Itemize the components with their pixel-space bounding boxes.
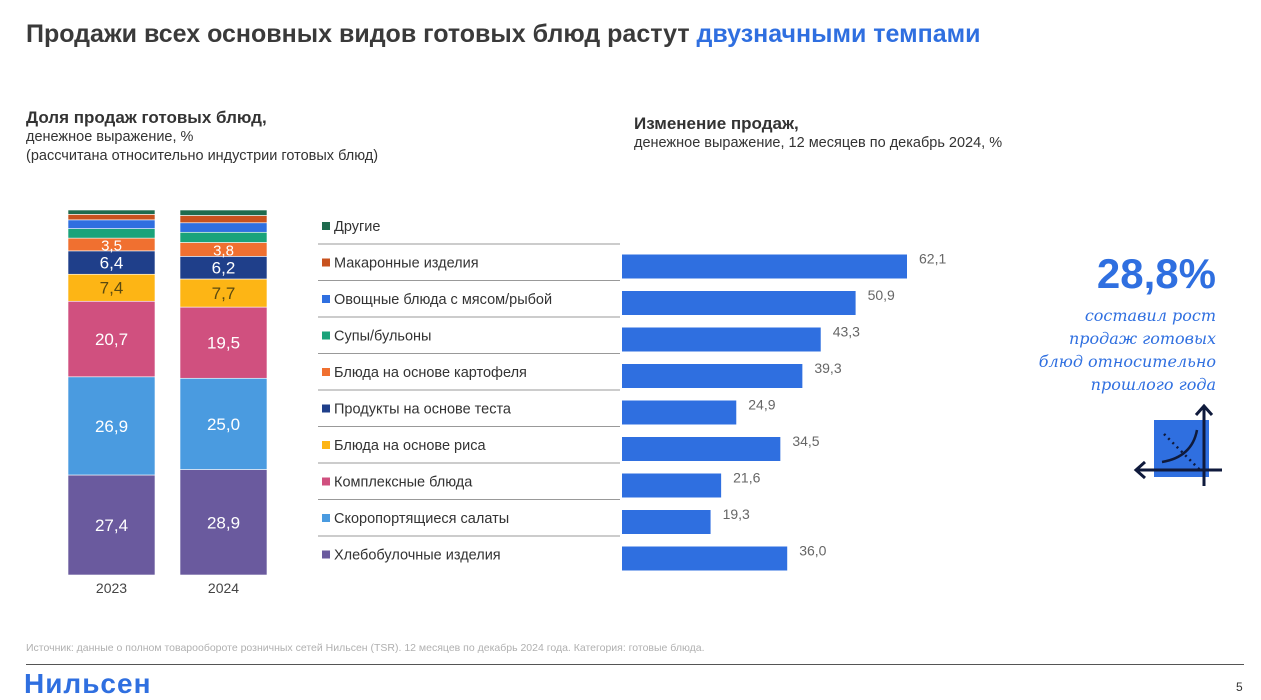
bar-value-label: 21,6 <box>733 470 760 486</box>
segment-label: 6,2 <box>212 259 236 278</box>
bar-value-label: 24,9 <box>748 397 775 413</box>
category-label: Продукты на основе теста <box>334 402 512 418</box>
bar-value-label: 19,3 <box>723 506 750 522</box>
segment-label: 6,4 <box>100 254 124 273</box>
legend-swatch <box>322 514 330 522</box>
segment-label: 7,7 <box>212 284 236 303</box>
legend-swatch <box>322 368 330 376</box>
legend-swatch <box>322 404 330 413</box>
x-tick-label: 2023 <box>96 580 127 596</box>
category-label: Комплексные блюда <box>334 475 473 491</box>
bar <box>622 291 856 315</box>
category-label: Другие <box>334 219 380 235</box>
bar-value-label: 36,0 <box>799 543 826 559</box>
bar-value-label: 39,3 <box>814 360 841 376</box>
segment-label: 7,4 <box>100 279 124 298</box>
stacked-segment <box>179 377 268 470</box>
legend-swatch <box>322 295 330 303</box>
nielsen-logo: Нильсен <box>24 668 152 699</box>
stacked-segment <box>67 228 156 239</box>
left-chart-header: Доля продаж готовых блюд, денежное выраж… <box>26 108 378 166</box>
stacked-segment <box>67 219 156 229</box>
category-label: Хлебобулочные изделия <box>334 548 501 564</box>
segment-label: 19,5 <box>207 334 240 353</box>
left-chart-note: (рассчитана относительно индустрии готов… <box>26 148 379 164</box>
stacked-segment <box>179 469 268 576</box>
right-chart-title: Изменение продаж, <box>634 114 799 133</box>
segment-label: 26,9 <box>95 417 128 436</box>
growth-text-line: составил рост <box>1084 306 1216 325</box>
category-label: Супы/бульоны <box>334 329 431 345</box>
left-chart-title: Доля продаж готовых блюд, <box>26 108 267 127</box>
bar-value-label: 62,1 <box>919 251 946 267</box>
stacked-segment <box>179 231 268 243</box>
growth-value: 28,8% <box>1096 250 1216 297</box>
category-label: Макаронные изделия <box>334 256 479 272</box>
segment-label: 3,8 <box>213 242 234 259</box>
bar <box>622 364 803 388</box>
bar-value-label: 50,9 <box>868 287 895 303</box>
bar-value-label: 34,5 <box>792 433 819 449</box>
page-title: Продажи всех основных видов готовых блюд… <box>26 20 980 49</box>
stacked-segment <box>179 222 268 233</box>
segment-label: 28,9 <box>207 513 240 532</box>
bar <box>622 254 907 279</box>
legend-swatch <box>322 331 330 340</box>
x-tick-label: 2024 <box>208 580 239 596</box>
title-highlight: двузначными темпами <box>696 20 981 48</box>
growth-text-line: блюд относительно <box>1038 352 1216 371</box>
right-chart-header: Изменение продаж, денежное выражение, 12… <box>634 114 1002 153</box>
legend-swatch <box>322 222 330 230</box>
stacked-segment <box>179 306 268 379</box>
source-note: Источник: данные о полном товарообороте … <box>26 642 705 654</box>
segment-label: 27,4 <box>95 516 128 535</box>
stacked-segment <box>67 376 156 476</box>
bar <box>622 546 788 571</box>
right-chart-subtitle: денежное выражение, 12 месяцев по декабр… <box>634 135 1003 151</box>
bar <box>622 327 821 352</box>
growth-text-line: продаж готовых <box>1068 329 1216 348</box>
growth-text: составил рост продаж готовых блюд относи… <box>1000 304 1216 396</box>
bar <box>622 510 711 534</box>
legend-swatch <box>322 441 330 449</box>
stacked-segment <box>67 300 156 378</box>
bar-value-label: 43,3 <box>833 324 860 340</box>
left-chart-subtitle: денежное выражение, % <box>26 129 194 145</box>
legend-swatch <box>322 258 330 267</box>
footer-divider <box>26 664 1244 665</box>
legend-swatch <box>322 550 330 559</box>
stacked-segment <box>179 278 268 308</box>
segment-label: 3,5 <box>101 237 122 254</box>
growth-chart-icon <box>1133 403 1222 486</box>
stacked-segment <box>179 209 268 216</box>
page-number: 5 <box>1236 680 1243 694</box>
category-label: Блюда на основе картофеля <box>334 365 527 381</box>
bar <box>622 400 737 425</box>
bar <box>622 473 722 498</box>
category-label: Блюда на основе риса <box>334 438 486 454</box>
title-main: Продажи всех основных видов готовых блюд… <box>26 20 697 48</box>
segment-label: 20,7 <box>95 330 128 349</box>
growth-text-line: прошлого года <box>1090 375 1216 394</box>
stacked-segment <box>67 474 156 576</box>
stacked-segment <box>67 214 156 221</box>
bar <box>622 437 781 461</box>
legend-swatch <box>322 477 330 486</box>
category-label: Скоропортящиеся салаты <box>334 511 509 527</box>
category-label: Овощные блюда с мясом/рыбой <box>334 292 552 308</box>
stacked-segment <box>179 215 268 224</box>
stacked-segment <box>67 209 156 215</box>
segment-label: 25,0 <box>207 415 240 434</box>
